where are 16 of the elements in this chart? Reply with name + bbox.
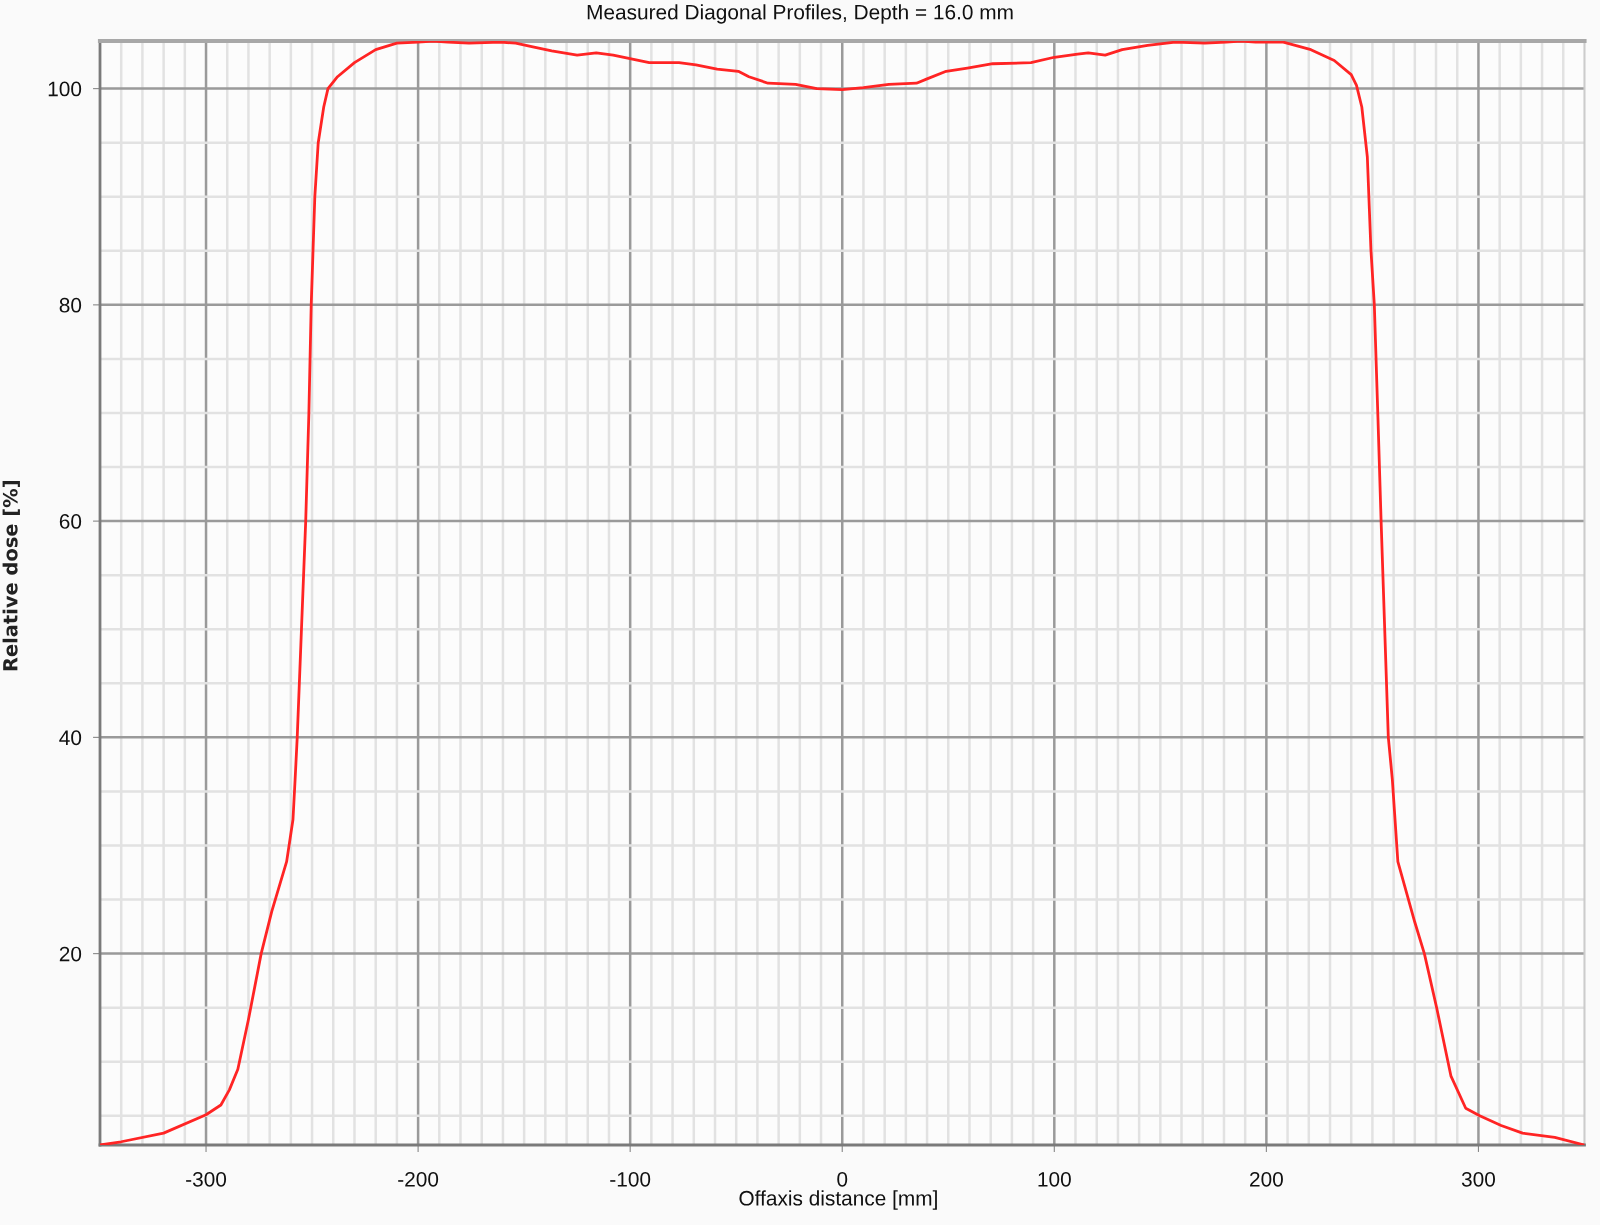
x-tick-label: 200 (1250, 1171, 1283, 1187)
x-tick-label: -300 (186, 1171, 227, 1187)
y-tick-label: 100 (48, 81, 82, 97)
y-axis-title: Relative dose [%] (2, 481, 20, 671)
x-axis-title: Offaxis distance [mm] (739, 1190, 937, 1210)
x-tick-label: 0 (837, 1171, 848, 1187)
y-tick-label: 40 (59, 730, 82, 746)
y-tick-label: 80 (59, 297, 82, 313)
chart-title: Measured Diagonal Profiles, Depth = 16.0 mm (587, 4, 1013, 24)
y-tick-label: 60 (59, 514, 82, 529)
x-tick-label: -200 (398, 1171, 439, 1187)
line-series (100, 41, 1585, 1146)
x-tick-label: 300 (1461, 1171, 1496, 1187)
x-tick-label: 100 (1038, 1171, 1071, 1187)
y-tick-label: 20 (59, 946, 82, 962)
x-tick-label: -100 (610, 1171, 651, 1187)
